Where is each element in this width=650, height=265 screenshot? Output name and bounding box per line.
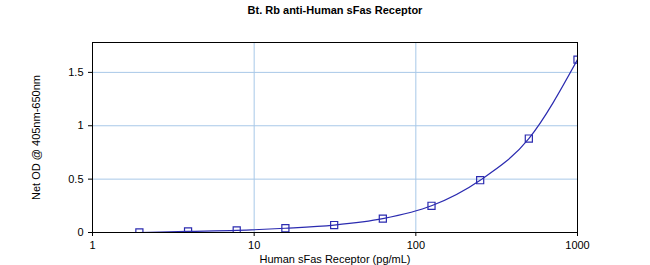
svg-text:0: 0 (77, 226, 83, 238)
svg-text:100: 100 (407, 239, 425, 251)
svg-text:1.5: 1.5 (68, 66, 83, 78)
svg-text:Net OD @ 405nm-650nm: Net OD @ 405nm-650nm (30, 75, 42, 200)
svg-text:1000: 1000 (565, 239, 589, 251)
svg-text:1: 1 (77, 119, 83, 131)
svg-text:1: 1 (89, 239, 95, 251)
svg-text:Human sFas Receptor (pg/mL): Human sFas Receptor (pg/mL) (260, 253, 411, 265)
html-text:Bt. Rb anti-Human sFas Recepto: Bt. Rb anti-Human sFas Receptor (247, 4, 423, 16)
svg-text:10: 10 (248, 239, 260, 251)
svg-text:0.5: 0.5 (68, 173, 83, 185)
